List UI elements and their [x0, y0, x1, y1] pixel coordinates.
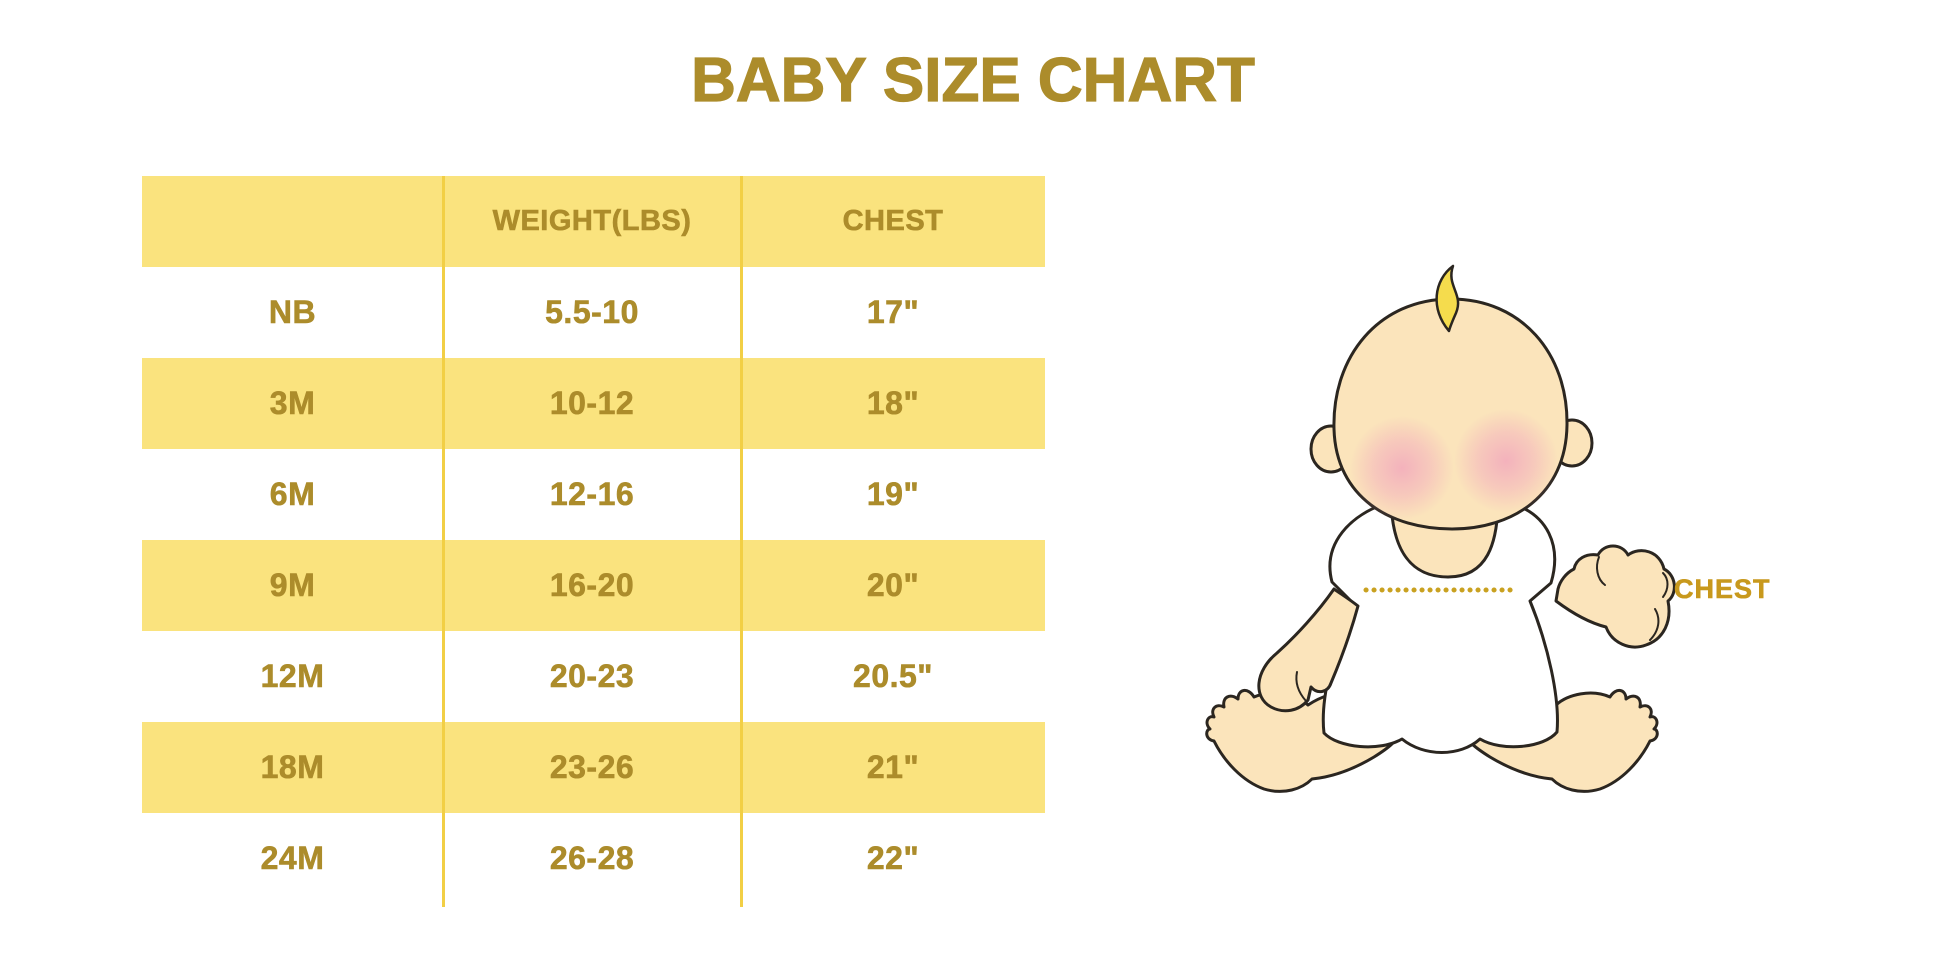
chest-value: 20"	[866, 567, 920, 604]
weight-value: 12-16	[549, 476, 635, 513]
size-label: 9M	[269, 567, 316, 604]
weight-value: 20-23	[549, 658, 635, 695]
table-row: 9M 16-20 20"	[142, 540, 1045, 631]
weight-value: 26-28	[549, 840, 635, 877]
size-label: 12M	[260, 658, 325, 695]
weight-value: 5.5-10	[545, 294, 639, 331]
size-label: 3M	[269, 385, 316, 422]
size-label: 18M	[260, 749, 325, 786]
size-label: 6M	[269, 476, 316, 513]
table-header-row: WEIGHT(LBS) CHEST	[142, 176, 1045, 267]
chest-value: 17"	[866, 294, 920, 331]
header-chest: CHEST	[842, 205, 944, 238]
chest-value: 20.5"	[853, 658, 933, 695]
chest-value: 22"	[866, 840, 920, 877]
weight-value: 10-12	[549, 385, 635, 422]
chest-value: 21"	[866, 749, 920, 786]
table-row: 3M 10-12 18"	[142, 358, 1045, 449]
size-label: 24M	[260, 840, 325, 877]
baby-left-cheek-blush	[1350, 416, 1454, 520]
chest-annotation-label: CHEST	[1674, 574, 1771, 605]
page-title: BABY SIZE CHART	[690, 45, 1255, 115]
baby-right-cheek-blush	[1454, 409, 1558, 513]
chest-value: 19"	[866, 476, 920, 513]
baby-illustration	[1150, 250, 1790, 850]
baby-fist-thumb-line	[1596, 556, 1606, 586]
size-table: WEIGHT(LBS) CHEST NB 5.5-10 17" 3M 10-12…	[142, 176, 1045, 907]
header-size	[142, 176, 443, 267]
baby-fist-knuckle-line	[1649, 608, 1660, 641]
table-column-divider	[740, 176, 743, 907]
size-label: NB	[268, 294, 317, 331]
chest-value: 18"	[866, 385, 920, 422]
baby-left-arm	[1257, 587, 1360, 713]
table-row: NB 5.5-10 17"	[142, 267, 1045, 358]
weight-value: 16-20	[549, 567, 635, 604]
weight-value: 23-26	[549, 749, 635, 786]
table-column-divider	[442, 176, 445, 907]
table-row: 24M 26-28 22"	[142, 813, 1045, 904]
header-weight: WEIGHT(LBS)	[492, 205, 692, 238]
baby-left-hand-finger-line	[1295, 671, 1307, 702]
baby-illustration-svg	[1205, 264, 1676, 793]
baby-fist-knuckle-line	[1662, 572, 1669, 598]
table-row: 12M 20-23 20.5"	[142, 631, 1045, 722]
baby-hair-curl	[1435, 264, 1460, 333]
table-row: 6M 12-16 19"	[142, 449, 1045, 540]
table-row: 18M 23-26 21"	[142, 722, 1045, 813]
baby-right-arm-fist	[1554, 544, 1676, 649]
